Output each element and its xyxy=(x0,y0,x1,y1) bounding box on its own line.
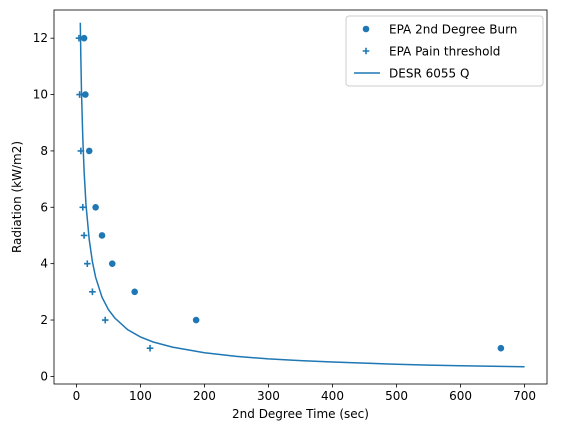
data-point-pain xyxy=(89,288,96,296)
data-point-burn xyxy=(92,203,99,211)
x-tick-label: 200 xyxy=(193,389,216,403)
data-point-burn xyxy=(98,232,106,239)
series-line xyxy=(79,22,525,368)
data-point-pain xyxy=(101,316,109,324)
y-tick-label: 8 xyxy=(40,144,48,158)
legend-label: DESR 6055 Q xyxy=(389,67,469,81)
legend-label: EPA Pain threshold xyxy=(389,45,500,59)
data-point-pain xyxy=(146,344,154,352)
axes: 0 100 200 300 400 500 600 700 0 2 4 6 8 10 12 xyxy=(33,9,548,403)
x-tick-label: 600 xyxy=(449,389,472,403)
data-point-burn xyxy=(108,260,116,267)
legend-box xyxy=(345,15,544,87)
data-point-burn xyxy=(82,91,89,98)
x-tick-label: 100 xyxy=(129,389,152,403)
axes-frame xyxy=(53,9,548,385)
x-tick-label: 0 xyxy=(73,389,81,403)
y-tick-label: 10 xyxy=(33,88,48,102)
legend-item-pain-threshold: EPA Pain threshold xyxy=(362,45,500,59)
x-tick-label: 500 xyxy=(385,389,408,403)
y-tick-label: 6 xyxy=(40,200,48,214)
y-tick-label: 2 xyxy=(40,313,48,327)
data-point-pain xyxy=(79,203,87,211)
data-point-burn xyxy=(192,316,200,324)
y-axis-label: Radiation (kW/m2) xyxy=(10,141,24,253)
x-axis-label: 2nd Degree Time (sec) xyxy=(232,407,369,421)
x-tick-label: 300 xyxy=(257,389,280,403)
legend-marker-plus xyxy=(362,47,370,55)
plot-area xyxy=(75,22,525,368)
legend-label: EPA 2nd Degree Burn xyxy=(389,23,517,37)
data-point-burn xyxy=(131,288,138,296)
y-tick-label: 4 xyxy=(40,257,48,271)
x-tick-label: 700 xyxy=(513,389,536,403)
legend-item-desr-line: DESR 6055 Q xyxy=(354,67,469,81)
x-tick-label: 400 xyxy=(321,389,344,403)
data-point-burn xyxy=(80,34,88,42)
legend-item-2nd-degree-burn: EPA 2nd Degree Burn xyxy=(362,23,517,37)
y-tick-label: 12 xyxy=(33,31,48,45)
legend: EPA 2nd Degree Burn EPA Pain threshold D… xyxy=(345,15,544,87)
data-point-burn xyxy=(497,344,505,352)
data-point-pain xyxy=(80,232,88,239)
legend-marker-circle xyxy=(362,25,370,33)
data-point-pain xyxy=(83,260,91,267)
y-tick-label: 0 xyxy=(40,369,48,383)
data-point-burn xyxy=(85,147,93,155)
